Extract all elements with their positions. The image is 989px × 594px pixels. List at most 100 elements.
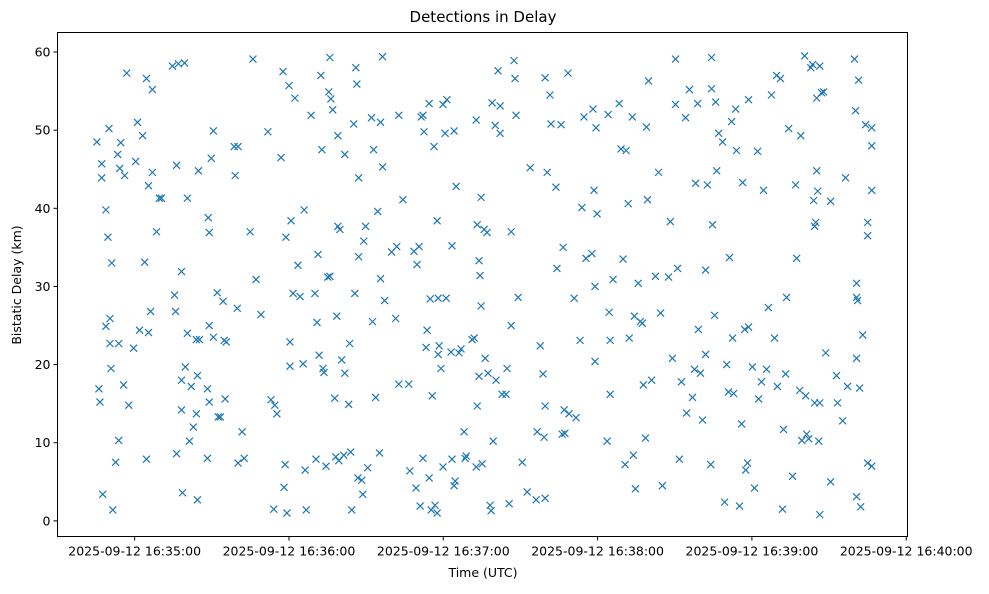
data-point [707, 84, 716, 93]
data-point [707, 53, 716, 62]
data-point [533, 427, 542, 436]
data-point [279, 67, 287, 76]
data-point [177, 405, 186, 414]
data-point [142, 74, 151, 83]
data-point [861, 120, 870, 129]
data-point [812, 166, 821, 175]
data-point [460, 427, 469, 436]
data-point [634, 279, 643, 288]
data-point [317, 145, 326, 154]
data-point [809, 196, 818, 205]
x-axis-label: Time (UTC) [447, 565, 517, 580]
data-point [119, 380, 128, 389]
data-point [591, 357, 599, 366]
data-point [681, 113, 690, 122]
data-point [207, 154, 216, 163]
data-point [577, 203, 586, 212]
data-point [546, 91, 554, 99]
data-point [216, 413, 225, 421]
data-point [441, 129, 450, 138]
data-point [280, 483, 289, 492]
data-point [192, 335, 201, 344]
data-point [488, 98, 497, 107]
data-point [843, 382, 852, 391]
data-point [368, 317, 377, 326]
data-point [419, 454, 427, 463]
data-point [503, 364, 511, 373]
data-point [477, 302, 486, 310]
data-point [116, 138, 125, 147]
data-point [731, 105, 740, 114]
y-tick-label: 40 [35, 201, 51, 216]
data-point [671, 100, 680, 109]
data-point [743, 459, 752, 467]
data-point [394, 380, 403, 389]
data-point [682, 409, 691, 417]
data-point [505, 499, 514, 508]
data-point [290, 94, 299, 103]
data-point [698, 416, 707, 424]
data-point [194, 166, 203, 175]
data-point [867, 123, 876, 132]
data-point [437, 364, 445, 373]
data-point [340, 369, 349, 378]
data-point [540, 433, 549, 442]
data-point [294, 261, 302, 270]
data-point [476, 271, 484, 280]
data-point [183, 194, 192, 203]
data-point [339, 451, 348, 460]
data-point [103, 233, 112, 242]
data-point [512, 111, 520, 120]
data-point [461, 454, 470, 463]
data-point [350, 289, 359, 298]
data-point [135, 326, 144, 335]
data-point [791, 180, 800, 189]
data-point [277, 153, 285, 162]
data-point [748, 363, 757, 371]
data-point [677, 377, 686, 386]
data-point [802, 430, 811, 439]
data-point [496, 129, 505, 138]
data-point [606, 390, 615, 399]
data-point [609, 275, 617, 284]
data-point [813, 187, 822, 196]
data-point [580, 112, 588, 121]
data-point [257, 310, 265, 319]
data-point [475, 256, 483, 265]
data-point [376, 118, 385, 127]
data-point [570, 294, 579, 303]
data-point [203, 384, 212, 393]
data-point [526, 163, 535, 172]
data-point [302, 506, 311, 514]
data-point [203, 454, 212, 463]
data-point [287, 216, 295, 225]
data-point [489, 437, 498, 446]
data-point [724, 388, 733, 396]
data-point [629, 451, 638, 460]
data-point [720, 498, 729, 507]
data-point [701, 350, 710, 359]
data-point [671, 55, 680, 63]
data-point [841, 173, 850, 182]
data-point [187, 382, 196, 391]
data-point [177, 376, 186, 385]
x-tick-label: 2025-09-12 16:36:00 [223, 544, 356, 559]
data-point [502, 390, 510, 399]
data-point [114, 339, 123, 348]
data-point [106, 339, 114, 348]
data-point [778, 505, 787, 514]
data-point [656, 309, 665, 317]
data-point [507, 321, 516, 330]
data-point [282, 509, 291, 517]
data-point [146, 307, 155, 316]
data-point [767, 91, 776, 99]
data-point [423, 326, 432, 335]
data-point [491, 121, 500, 130]
data-point [209, 333, 218, 342]
data-point [347, 506, 356, 514]
data-point [376, 274, 385, 283]
data-point [592, 123, 600, 132]
data-point [289, 289, 298, 298]
y-tick-label: 10 [35, 435, 51, 450]
data-point [373, 207, 382, 216]
